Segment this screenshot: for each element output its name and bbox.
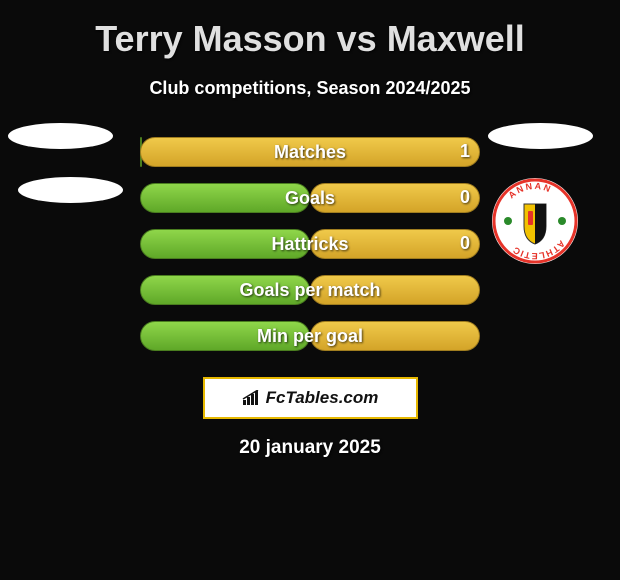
attribution-text: FcTables.com <box>266 388 379 408</box>
bar-track: Min per goal <box>140 321 480 351</box>
bar-label: Hattricks <box>140 234 480 255</box>
value-right: 0 <box>460 233 470 254</box>
bar-label: Goals per match <box>140 280 480 301</box>
placeholder-oval <box>8 123 113 149</box>
placeholder-oval <box>488 123 593 149</box>
bar-track: Goals per match <box>140 275 480 305</box>
bar-track: Matches1 <box>140 137 480 167</box>
chart-icon <box>242 390 262 406</box>
comparison-row: Goals per match <box>0 267 620 313</box>
value-right: 1 <box>460 141 470 162</box>
page-subtitle: Club competitions, Season 2024/2025 <box>0 78 620 99</box>
bar-label: Matches <box>140 142 480 163</box>
value-right: 0 <box>460 187 470 208</box>
bar-label: Min per goal <box>140 326 480 347</box>
club-crest: ANNAN ATHLETIC <box>492 178 578 264</box>
comparison-row: Min per goal <box>0 313 620 359</box>
date-text: 20 january 2025 <box>0 437 620 459</box>
bar-track: Goals0 <box>140 183 480 213</box>
bar-track: Hattricks0 <box>140 229 480 259</box>
attribution-badge: FcTables.com <box>203 377 418 419</box>
bar-label: Goals <box>140 188 480 209</box>
crest-svg: ANNAN ATHLETIC <box>492 178 578 264</box>
placeholder-oval <box>18 177 123 203</box>
page-title: Terry Masson vs Maxwell <box>0 0 620 60</box>
